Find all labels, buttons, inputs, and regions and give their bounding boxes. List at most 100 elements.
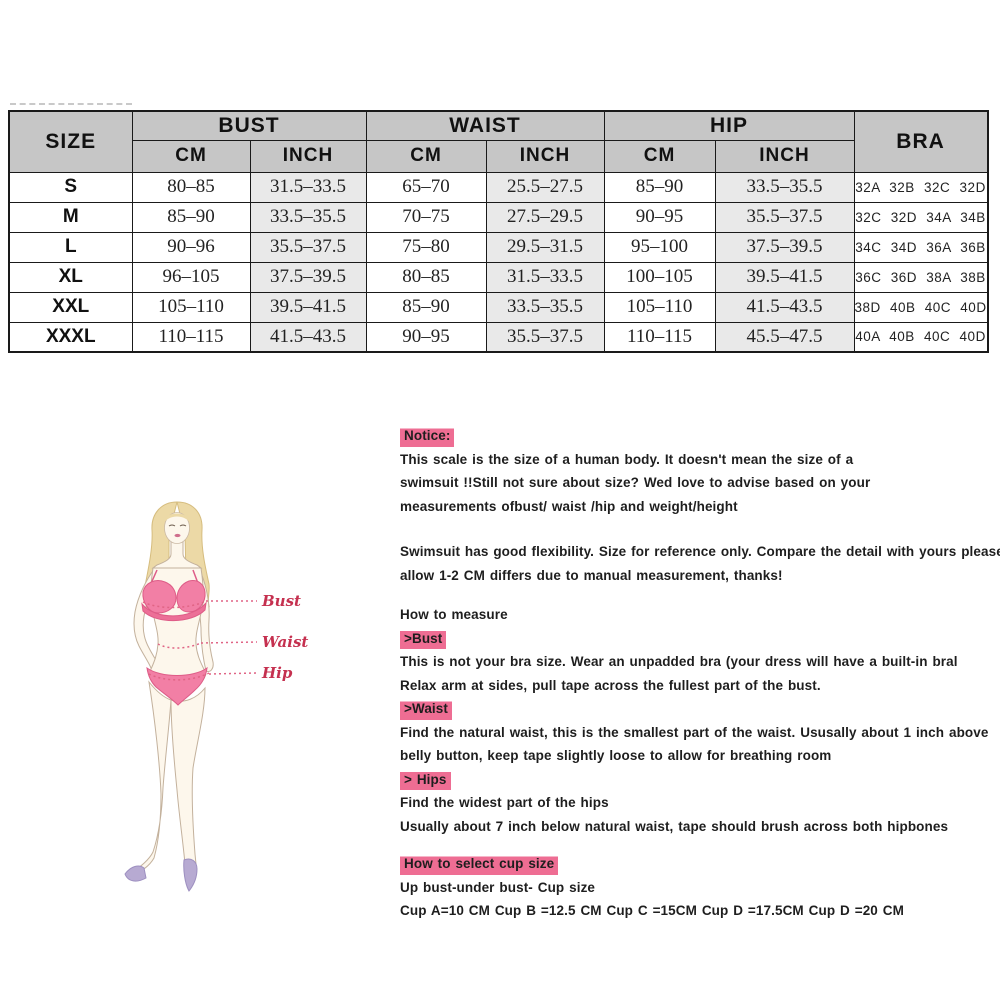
size-cell: XXXL xyxy=(8,321,133,353)
spacer xyxy=(400,838,975,852)
hip-label: Hip xyxy=(261,664,293,682)
bust-cm-cell: 80–85 xyxy=(131,171,251,203)
waist-cm-cell: 80–85 xyxy=(365,261,487,293)
hip-cm-cell: 105–110 xyxy=(603,291,716,323)
size-cell: XXL xyxy=(8,291,133,323)
bust-heading-line: >Bust xyxy=(400,626,975,650)
bra-cell: 38D 40B 40C 40D xyxy=(853,291,989,323)
table-row-m: M 85–90 33.5–35.5 70–75 27.5–29.5 90–95 … xyxy=(8,201,989,233)
cup-line: Up bust-under bust- Cup size xyxy=(400,879,596,895)
bust-cm-cell: 85–90 xyxy=(131,201,251,233)
notice-heading: Notice: xyxy=(400,424,455,448)
lips xyxy=(174,533,181,538)
waist-inch-cell: 33.5–35.5 xyxy=(485,291,605,323)
figure-sketch-svg: Bust Waist Hip xyxy=(124,501,308,892)
bust-cm-header: CM xyxy=(131,139,251,173)
waist-inch-cell: 25.5–27.5 xyxy=(485,171,605,203)
notice-line: swimsuit !!Still not sure about size? We… xyxy=(400,475,871,490)
bikini-top-band xyxy=(141,601,207,622)
hip-inch-cell: 33.5–35.5 xyxy=(714,171,855,203)
how-to-measure-heading: How to measure xyxy=(400,607,508,622)
hip-cm-cell: 90–95 xyxy=(603,201,716,233)
bra-column-header: BRA xyxy=(853,110,989,173)
cup-line: Cup A=10 CM Cup B =12.5 CM Cup C =15CM C… xyxy=(400,903,904,918)
hips-line: Usually about 7 inch below natural waist… xyxy=(400,818,949,834)
waist-inch-cell: 35.5–37.5 xyxy=(485,321,605,353)
hip-cm-cell: 110–115 xyxy=(603,321,716,353)
bust-heading: >Bust xyxy=(400,626,447,650)
hip-group-header: HIP xyxy=(603,110,855,141)
table-row-l: L 90–96 35.5–37.5 75–80 29.5–31.5 95–100… xyxy=(8,231,989,263)
hip-cm-header: CM xyxy=(603,139,716,173)
hip-inch-cell: 37.5–39.5 xyxy=(714,231,855,263)
table-row-xxxl: XXXL 110–115 41.5–43.5 90–95 35.5–37.5 1… xyxy=(8,321,989,353)
right-eye xyxy=(179,524,187,527)
bust-dotted-curve xyxy=(142,600,207,609)
bust-inch-header: INCH xyxy=(249,139,367,173)
bra-cell: 40A 40B 40C 40D xyxy=(853,321,989,353)
face xyxy=(164,512,190,544)
waist-dotted-curve xyxy=(157,642,202,649)
bust-cm-cell: 96–105 xyxy=(131,261,251,293)
notes-column: Notice: This scale is the size of a huma… xyxy=(400,424,1000,923)
hips-heading-line: > Hips xyxy=(400,767,975,791)
waist-cm-cell: 75–80 xyxy=(365,231,487,263)
right-leg xyxy=(170,686,206,865)
notice-heading-line: Notice: xyxy=(400,424,975,448)
waist-inch-cell: 29.5–31.5 xyxy=(485,231,605,263)
size-cell: XL xyxy=(8,261,133,293)
hip-inch-cell: 39.5–41.5 xyxy=(714,261,855,293)
hip-inch-header: INCH xyxy=(714,139,855,173)
waist-cm-cell: 90–95 xyxy=(365,321,487,353)
torn-edge-dashes xyxy=(10,103,132,105)
bust-inch-cell: 31.5–33.5 xyxy=(249,171,367,203)
measurement-figure: Bust Waist Hip xyxy=(105,498,385,898)
left-shoe xyxy=(124,865,147,882)
size-table: SIZE BUST WAIST HIP BRA CM INCH CM INCH … xyxy=(8,110,989,353)
waist-cm-cell: 85–90 xyxy=(365,291,487,323)
bust-label: Bust xyxy=(261,592,301,610)
bra-cell: 32C 32D 34A 34B xyxy=(853,201,989,233)
waist-cm-cell: 70–75 xyxy=(365,201,487,233)
bust-inch-cell: 35.5–37.5 xyxy=(249,231,367,263)
left-leg xyxy=(127,680,172,879)
size-cell: S xyxy=(8,171,133,203)
hip-inch-cell: 45.5–47.5 xyxy=(714,321,855,353)
spacer xyxy=(400,518,975,540)
hip-leader-line xyxy=(208,672,258,675)
notice-line: This scale is the size of a human body. … xyxy=(400,451,854,467)
bust-inch-cell: 33.5–35.5 xyxy=(249,201,367,233)
bust-inch-cell: 37.5–39.5 xyxy=(249,261,367,293)
bust-group-header: BUST xyxy=(131,110,367,141)
bra-cell: 32A 32B 32C 32D xyxy=(853,171,989,203)
bust-inch-cell: 41.5–43.5 xyxy=(249,321,367,353)
bikini-bottom xyxy=(146,666,208,706)
hips-line: Find the widest part of the hips xyxy=(400,795,609,810)
waist-cm-cell: 65–70 xyxy=(365,171,487,203)
bust-cm-cell: 105–110 xyxy=(131,291,251,323)
hips-heading: > Hips xyxy=(400,767,451,791)
hip-cm-cell: 85–90 xyxy=(603,171,716,203)
waist-label: Waist xyxy=(262,633,308,651)
waist-line: Find the natural waist, this is the smal… xyxy=(400,724,989,740)
size-cell: L xyxy=(8,231,133,263)
hip-inch-cell: 41.5–43.5 xyxy=(714,291,855,323)
table-row-s: S 80–85 31.5–33.5 65–70 25.5–27.5 85–90 … xyxy=(8,171,989,203)
bust-cm-cell: 90–96 xyxy=(131,231,251,263)
hip-inch-cell: 35.5–37.5 xyxy=(714,201,855,233)
cup-heading-line: How to select cup size xyxy=(400,852,975,876)
waist-cm-header: CM xyxy=(365,139,487,173)
size-column-header: SIZE xyxy=(8,110,133,173)
waist-heading-line: >Waist xyxy=(400,697,975,721)
waist-heading: >Waist xyxy=(400,697,452,721)
flexibility-line: Swimsuit has good flexibility. Size for … xyxy=(400,544,1000,559)
table-row-xxl: XXL 105–110 39.5–41.5 85–90 33.5–35.5 10… xyxy=(8,291,989,323)
right-shoe xyxy=(183,858,198,892)
left-eye xyxy=(168,524,176,527)
cup-size-heading: How to select cup size xyxy=(400,852,559,876)
table-row-xl: XL 96–105 37.5–39.5 80–85 31.5–33.5 100–… xyxy=(8,261,989,293)
notice-line: measurements ofbust/ waist /hip and weig… xyxy=(400,498,738,514)
bra-cell: 34C 34D 36A 36B xyxy=(853,231,989,263)
bra-cell: 36C 36D 38A 38B xyxy=(853,261,989,293)
